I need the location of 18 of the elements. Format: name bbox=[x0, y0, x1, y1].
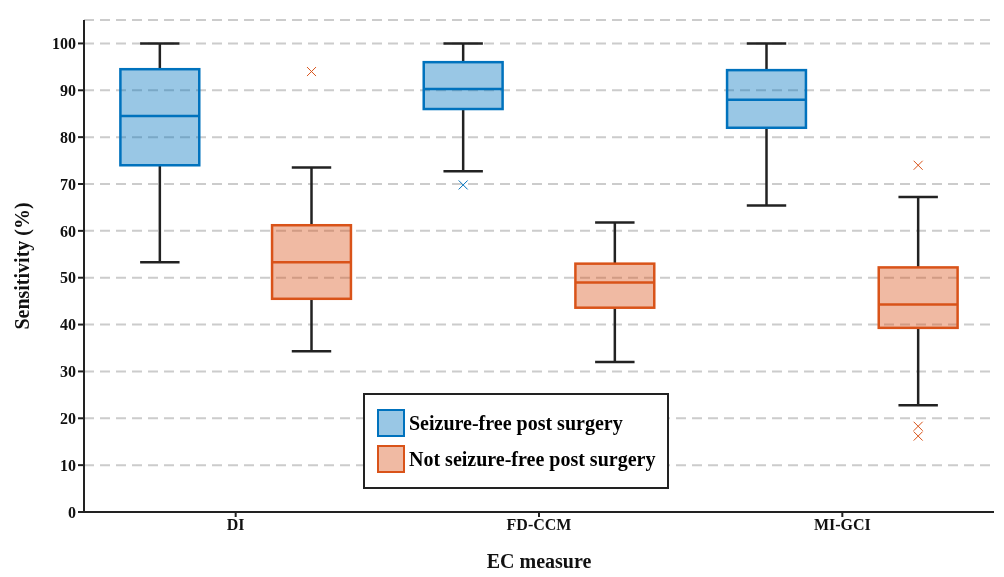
legend-label: Seizure-free post surgery bbox=[409, 411, 623, 435]
x-tick-label: FD-CCM bbox=[506, 516, 572, 534]
y-tick-label: 40 bbox=[60, 316, 76, 334]
y-tick-label: 90 bbox=[60, 81, 76, 99]
x-tick-label: DI bbox=[226, 516, 245, 534]
y-tick-label: 10 bbox=[60, 456, 76, 474]
y-tick-label: 60 bbox=[60, 222, 76, 240]
legend-label: Not seizure-free post surgery bbox=[409, 447, 656, 471]
x-axis-title: EC measure bbox=[486, 550, 592, 572]
y-axis-title: Sensitivity (%) bbox=[11, 202, 35, 330]
y-tick-label: 20 bbox=[60, 409, 76, 427]
y-tick-label: 100 bbox=[52, 35, 76, 53]
y-tick-label: 0 bbox=[68, 503, 76, 521]
y-tick-label: 30 bbox=[60, 363, 76, 381]
y-tick-label: 70 bbox=[60, 175, 76, 193]
y-tick-label: 50 bbox=[60, 269, 76, 287]
x-tick-label: MI-GCI bbox=[813, 516, 871, 534]
y-tick-label: 80 bbox=[60, 128, 76, 146]
